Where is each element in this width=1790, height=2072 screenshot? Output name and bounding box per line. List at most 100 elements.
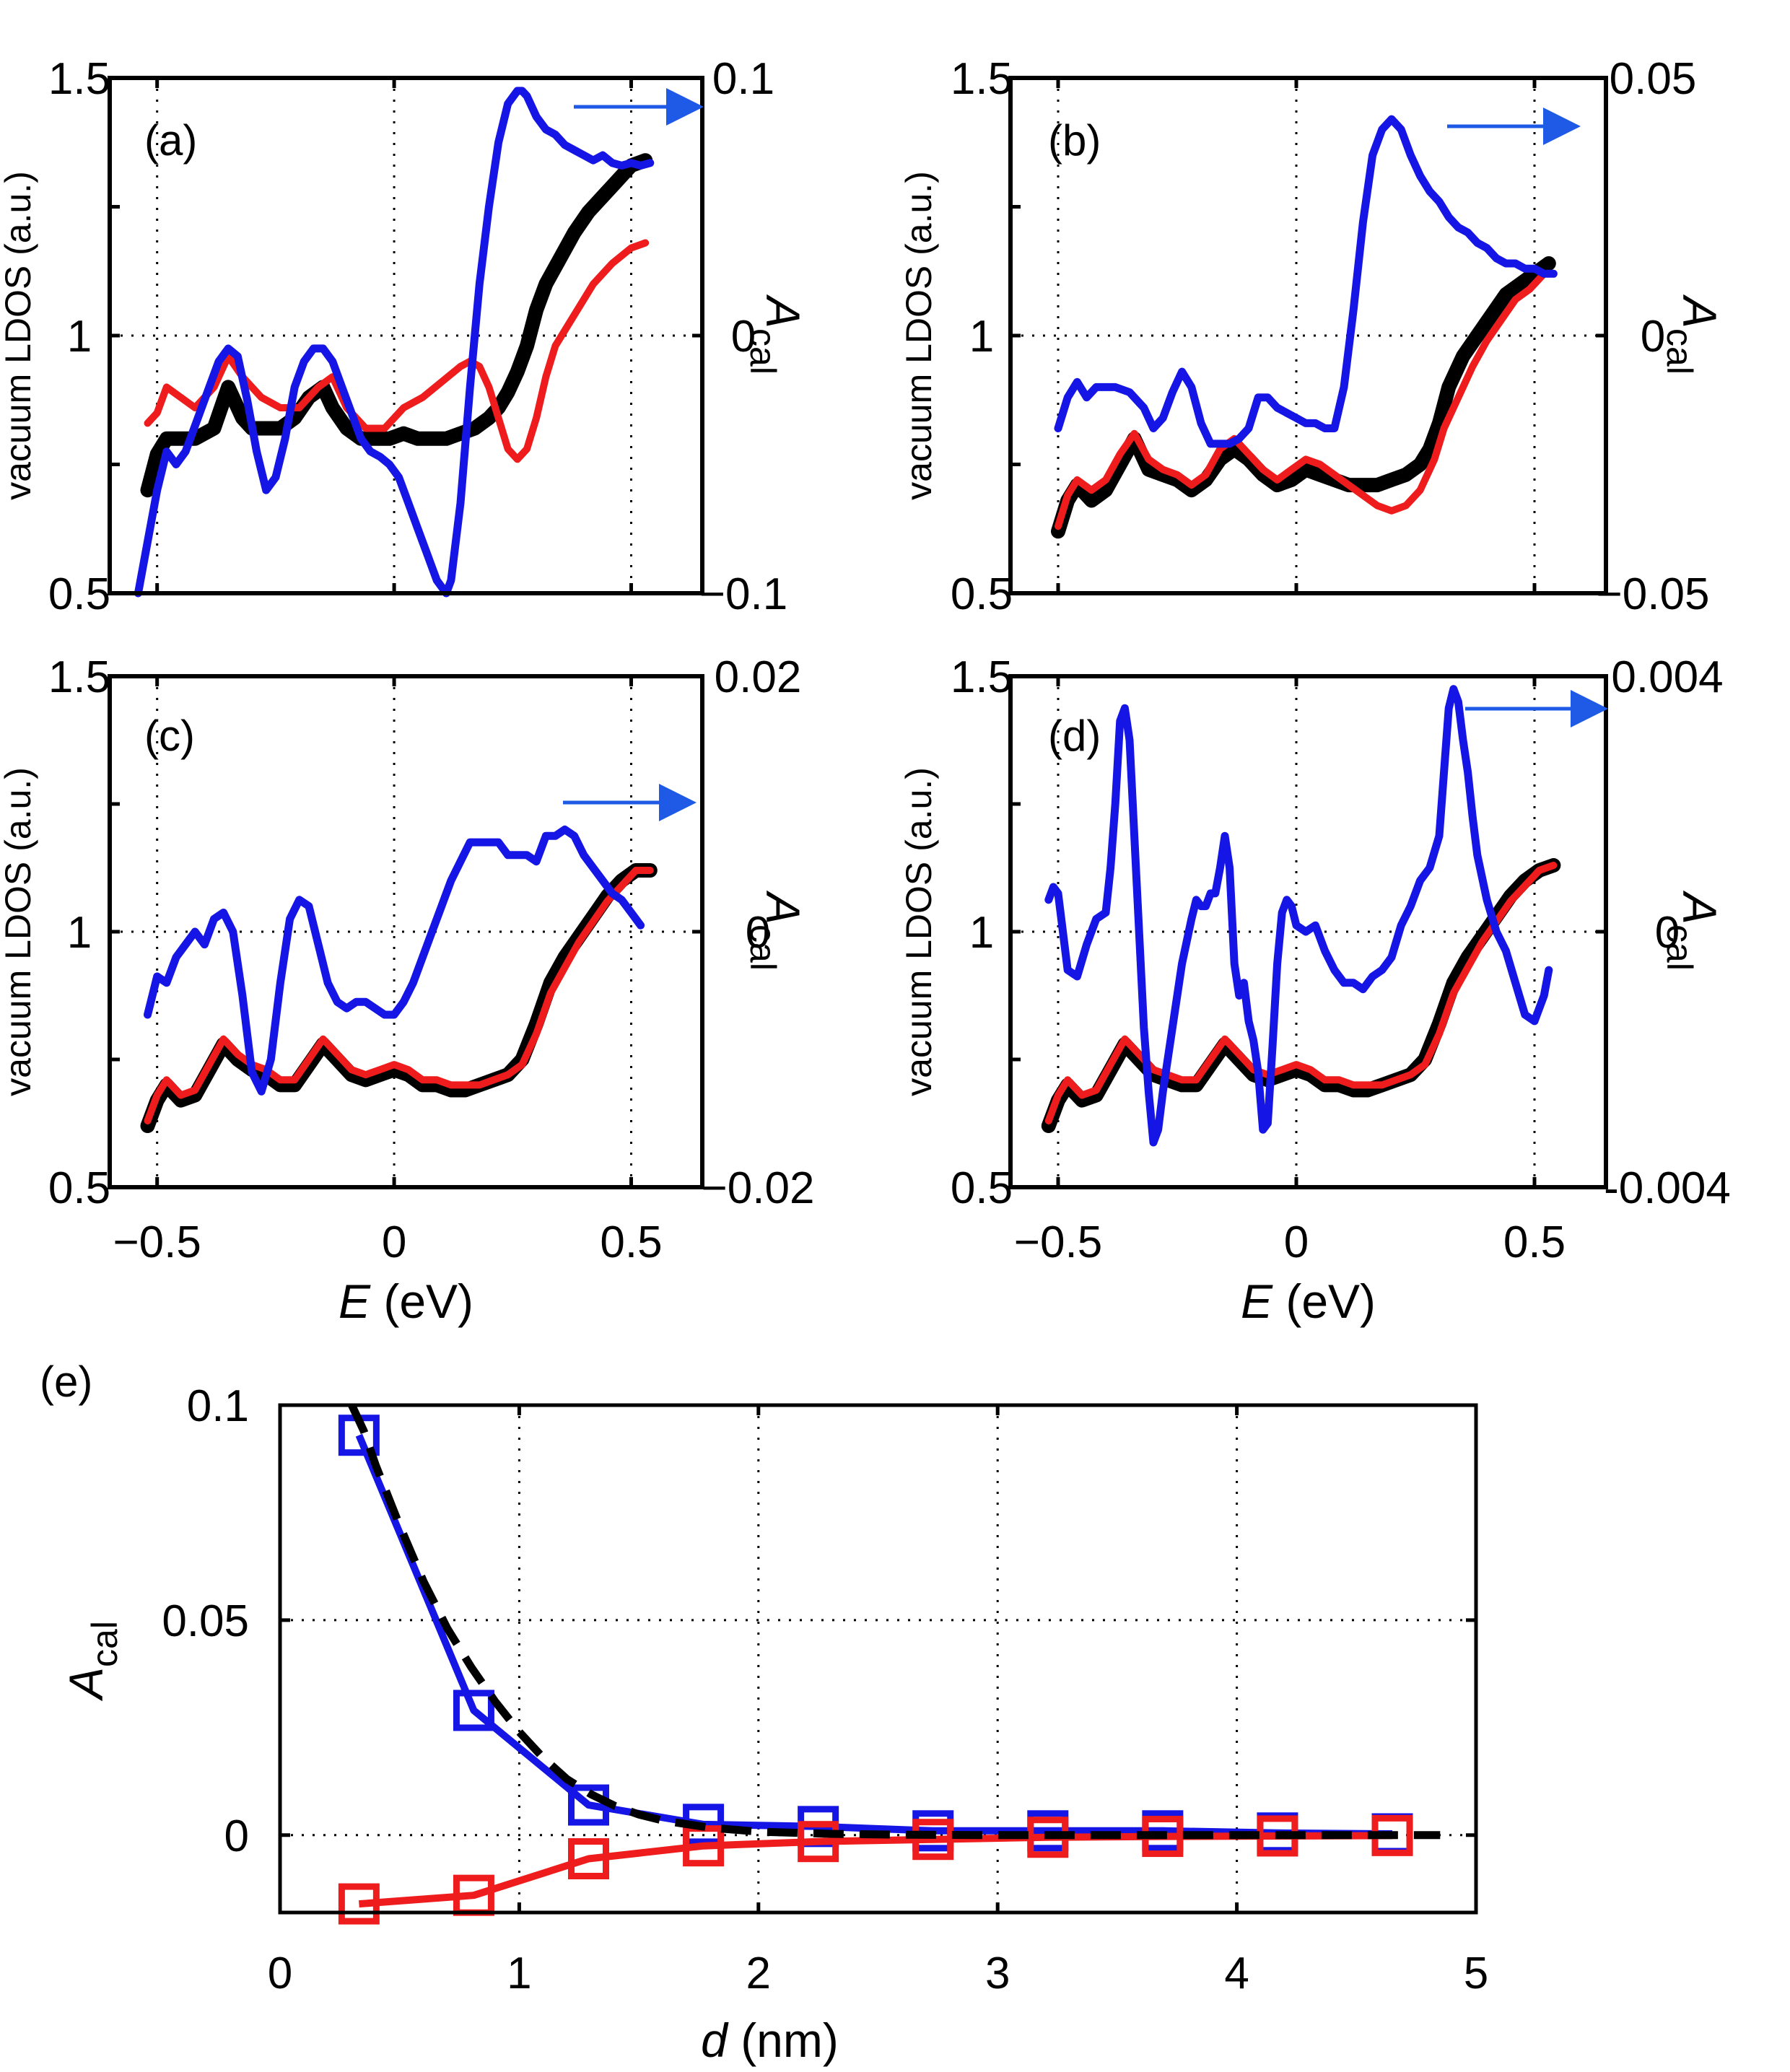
y2-tick-label: 0	[1655, 908, 1680, 958]
y-tick-label: 0.1	[187, 1381, 249, 1431]
y-tick-label: 0.5	[48, 569, 110, 619]
y-tick-label: 1	[67, 908, 92, 958]
y2-axis-label: Acal	[1659, 294, 1726, 375]
x-tick-label: 4	[1224, 1949, 1249, 1998]
series-line-blue	[134, 87, 655, 598]
y2-tick-label: −0.05	[1597, 569, 1710, 619]
series-line-blue	[1044, 685, 1553, 1147]
y-tick-label: 0.5	[48, 1163, 110, 1213]
y2-tick-label: 0.004	[1611, 652, 1723, 702]
x-tick-label: 1	[507, 1949, 531, 1998]
x-tick-label: 0	[268, 1949, 292, 1998]
panel-label: (a)	[144, 116, 197, 165]
x-tick-label: 5	[1464, 1949, 1488, 1998]
panel-e: 0 1 2 3 4 5 0 0.05 0.1 d (nm) Acal (e)	[40, 1358, 1488, 2067]
y-axis-label: vacuum LDOS (a.u.)	[899, 171, 939, 500]
y2-tick-label: 0	[746, 908, 770, 958]
panel-c: 0.5 1 1.5 −0.02 0 0.02 −0.5 0 0.5 E (eV) vacuum LD…	[0, 652, 814, 1328]
series-line-red	[144, 867, 654, 1124]
y2-tick-label: 0.1	[712, 54, 774, 104]
x-axis-label-unit: (eV)	[370, 1275, 473, 1328]
y2-tick-label: −0.02	[702, 1163, 815, 1213]
fit-line-dashed	[348, 1405, 1441, 1840]
y2-axis-label: Acal	[743, 294, 810, 375]
y2-tick-label: −0.1	[699, 569, 787, 619]
data-marker-red	[568, 1838, 610, 1880]
x-axis-label-symbol: E	[339, 1275, 371, 1328]
y2-axis-label-sub: cal	[1659, 328, 1700, 375]
x-tick-label: −0.5	[113, 1218, 201, 1267]
y2-tick-label: 0.02	[715, 652, 802, 702]
panel-label: (d)	[1048, 712, 1101, 760]
series-line-blue	[355, 1433, 1393, 1837]
y2-axis-label-sub: cal	[743, 328, 783, 375]
arrow-right-icon-head	[1571, 690, 1608, 727]
y-tick-label: 1.5	[48, 652, 110, 702]
x-axis-label: E (eV)	[339, 1275, 473, 1328]
arrow-right-icon-head	[666, 88, 704, 126]
x-axis-label-symbol: E	[1241, 1275, 1273, 1328]
series-line-red	[1044, 862, 1558, 1124]
y-tick-label: 0.05	[162, 1596, 249, 1646]
y2-axis-label-main: A	[1673, 294, 1726, 328]
y2-axis-label-sub: cal	[743, 924, 783, 971]
y-tick-label: 0	[224, 1811, 249, 1861]
y-tick-label: 1.5	[48, 54, 110, 104]
x-tick-label: 0.5	[600, 1218, 662, 1267]
series-line-blue	[144, 825, 645, 1096]
y-axis-label: vacuum LDOS (a.u.)	[899, 767, 939, 1096]
series-line-red	[144, 239, 650, 463]
panel-b: 0.5 1 1.5 −0.05 0 0.05 vacuum LDOS (a.u.) Acal (…	[899, 54, 1726, 619]
plot-frame	[278, 1403, 1478, 1915]
data-marker-red	[798, 1821, 839, 1863]
x-axis-label-unit: (eV)	[1272, 1275, 1376, 1328]
x-axis-label: E (eV)	[1241, 1275, 1376, 1328]
panel-d: 0.5 1 1.5 -0.004 0 0.004 −0.5 0 0.5 E (eV) vacuum …	[899, 652, 1731, 1328]
y2-tick-label: 0	[731, 312, 756, 362]
y2-tick-label: -0.004	[1604, 1163, 1731, 1213]
y-axis-label: Acal	[59, 1621, 125, 1702]
panel-a: 0.5 1 1.5 −0.1 0 0.1 vacuum LDOS (a.u.) Acal (a)	[0, 54, 810, 619]
x-tick-label: 0	[1284, 1218, 1309, 1267]
x-axis-label-symbol: d	[701, 2014, 729, 2067]
arrow-right-icon-head	[1543, 108, 1581, 145]
y-axis-label: vacuum LDOS (a.u.)	[0, 171, 38, 500]
y-tick-label: 0.5	[951, 1163, 1013, 1213]
arrow-right-icon-head	[659, 784, 697, 821]
x-axis-label: d (nm)	[701, 2014, 839, 2067]
y2-axis-label-main: A	[1673, 890, 1726, 924]
y-tick-label: 1	[969, 908, 994, 958]
plot-frame	[108, 76, 704, 595]
y-tick-label: 1	[969, 312, 994, 362]
y2-tick-label: 0	[1641, 312, 1665, 362]
x-tick-label: 0	[382, 1218, 406, 1267]
series-line-red	[359, 1832, 1393, 1908]
series-line-black	[140, 153, 653, 498]
y-tick-label: 1.5	[951, 652, 1013, 702]
x-tick-label: 0.5	[1503, 1218, 1566, 1267]
series-line-blue	[1054, 115, 1558, 448]
series-line-black	[1041, 858, 1561, 1133]
y2-axis-label: Acal	[1659, 890, 1726, 971]
x-tick-label: 3	[985, 1949, 1010, 1998]
panel-label: (b)	[1048, 116, 1101, 165]
y-axis-label: vacuum LDOS (a.u.)	[0, 767, 38, 1096]
y-axis-label-sub: cal	[84, 1621, 125, 1667]
y-tick-label: 1.5	[951, 54, 1013, 104]
y2-axis-label-main: A	[756, 294, 810, 328]
y-tick-label: 0.5	[951, 569, 1013, 619]
panel-label: (c)	[144, 712, 195, 760]
data-marker-red	[338, 1883, 380, 1925]
y-tick-label: 1	[67, 312, 92, 362]
series-line-red	[1055, 270, 1548, 530]
x-axis-label-unit: (nm)	[728, 2014, 839, 2067]
panel-label: (e)	[40, 1358, 92, 1406]
x-tick-label: −0.5	[1014, 1218, 1102, 1267]
data-marker-red	[912, 1819, 954, 1861]
data-marker-blue	[453, 1689, 494, 1731]
y2-tick-label: 0.05	[1610, 54, 1697, 104]
y-axis-label-main: A	[59, 1667, 113, 1702]
y2-axis-label: Acal	[743, 890, 810, 971]
y2-axis-label-main: A	[756, 890, 810, 924]
